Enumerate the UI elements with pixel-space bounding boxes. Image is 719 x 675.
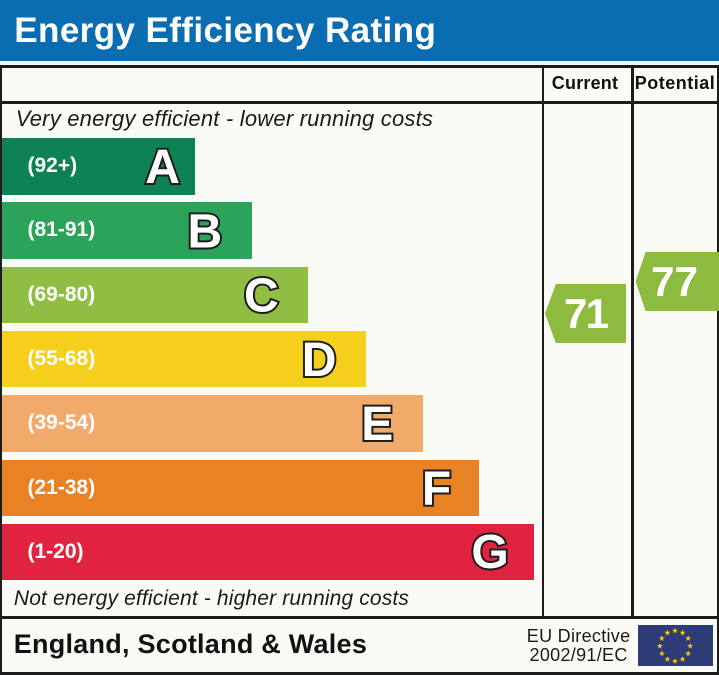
svg-text:A: A — [145, 141, 180, 194]
svg-text:G: G — [471, 526, 508, 579]
svg-text:C: C — [244, 270, 279, 323]
svg-text:B: B — [187, 205, 222, 258]
svg-text:D: D — [302, 334, 337, 387]
svg-text:E: E — [361, 398, 393, 451]
svg-text:F: F — [422, 462, 451, 515]
